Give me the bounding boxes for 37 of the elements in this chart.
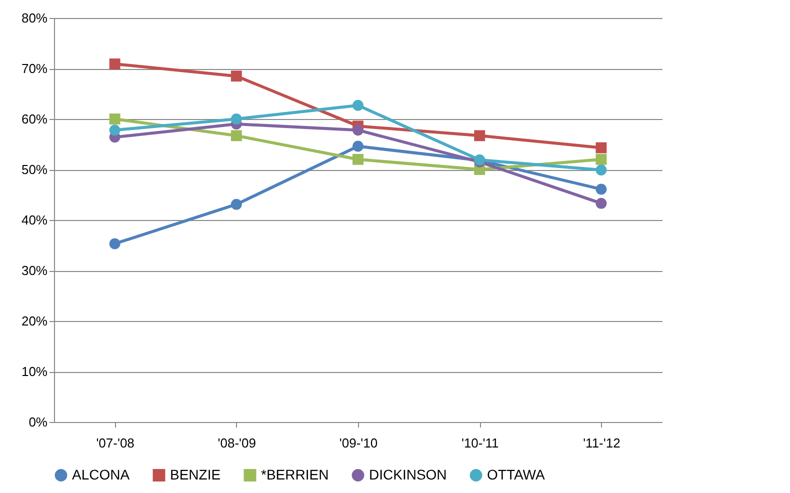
point xyxy=(109,114,120,124)
point xyxy=(596,154,607,165)
point xyxy=(230,198,242,210)
point xyxy=(352,140,364,152)
x-tick-label: '07-'08 xyxy=(96,436,134,450)
point xyxy=(474,130,486,142)
y-tick-label: 10% xyxy=(21,364,48,379)
y-tick-label: 60% xyxy=(21,112,48,126)
legend-label: OTTAWA xyxy=(487,466,546,482)
point xyxy=(109,58,120,70)
point xyxy=(596,184,607,195)
y-tick-label: 50% xyxy=(21,162,48,177)
point xyxy=(596,198,607,209)
legend-label: *BERRIEN xyxy=(261,466,329,482)
point xyxy=(352,154,364,165)
y-tick-label: 40% xyxy=(21,212,48,228)
x-tick-label: '11-'12 xyxy=(583,436,620,450)
x-tick-label: '10-'11 xyxy=(461,436,499,450)
y-tick-label: 30% xyxy=(21,263,48,278)
legend-label: BENZIE xyxy=(170,466,221,482)
legend-label: DICKINSON xyxy=(369,466,447,482)
point xyxy=(230,130,242,142)
point xyxy=(230,114,242,124)
point xyxy=(230,70,242,82)
point xyxy=(109,238,120,250)
point xyxy=(352,100,364,111)
y-tick-label: 80% xyxy=(21,10,48,26)
point xyxy=(352,124,364,136)
point xyxy=(596,142,607,154)
point xyxy=(109,124,120,136)
y-tick-label: 70% xyxy=(21,61,48,76)
y-tick-label: 0% xyxy=(28,414,48,430)
y-tick-label: 20% xyxy=(21,314,48,328)
point xyxy=(596,164,607,176)
legend-label: ALCONA xyxy=(72,466,130,482)
x-tick-label: '09-'10 xyxy=(339,436,378,450)
x-tick-label: '08-'09 xyxy=(218,436,256,450)
